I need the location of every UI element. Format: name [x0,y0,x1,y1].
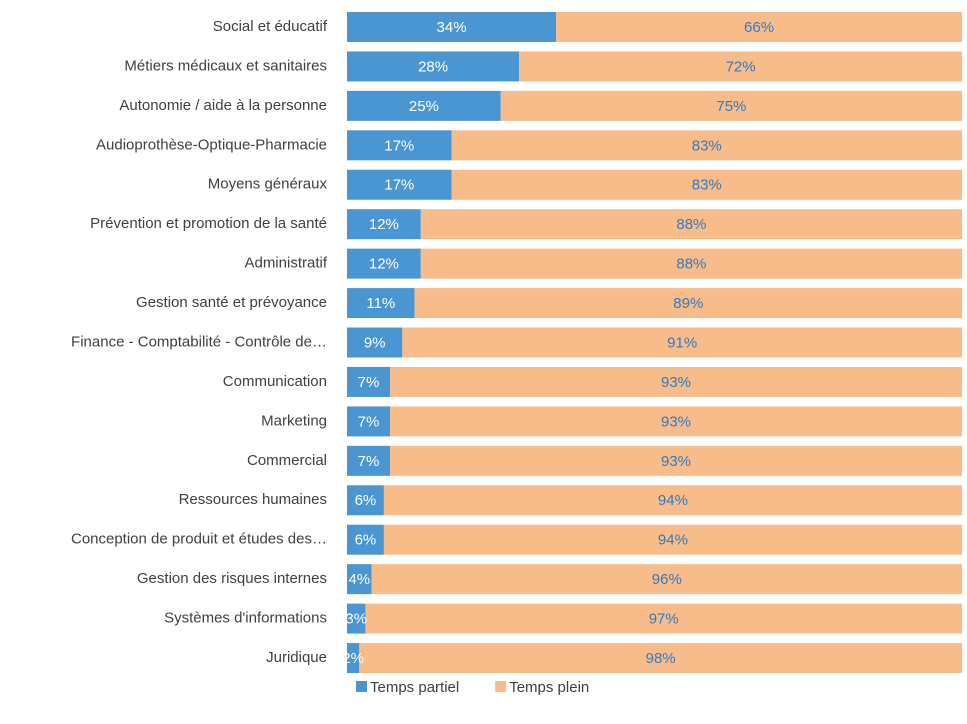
bar-segment [420,248,962,279]
value-label: 94% [658,492,688,509]
value-label: 9% [364,334,386,351]
bar-segment [347,564,372,595]
legend-swatch [495,681,507,692]
value-label: 6% [355,532,377,549]
category-label: Gestion santé et prévoyance [136,294,327,311]
value-label: 93% [661,453,691,470]
category-label: Prévention et promotion de la santé [90,215,327,232]
category-label: Commercial [247,452,327,469]
bar-segment [347,248,421,279]
value-label: 6% [355,492,377,509]
category-label: Marketing [261,412,327,429]
value-label: 66% [744,19,774,36]
bar-segment [347,524,384,555]
bar-segment [347,643,360,674]
bar-segment [402,327,963,358]
bar-segment [390,366,962,397]
value-label: 83% [692,137,722,154]
bar-segment [347,12,557,42]
value-label: 96% [652,571,682,588]
bar-segment [347,366,391,397]
value-label: 17% [384,177,414,194]
category-label: Ressources humaines [179,491,327,508]
value-label: 91% [667,334,697,351]
value-label: 93% [661,374,691,391]
bar-segment [347,90,501,121]
category-label: Communication [223,373,327,390]
value-label: 7% [358,413,380,430]
bar-segment [556,12,962,42]
bar-segment [451,130,962,161]
bar-segment [383,524,962,555]
value-label: 7% [358,453,380,470]
value-label: 28% [418,58,448,75]
bar-segment [347,406,391,437]
bar-segment [347,485,384,516]
legend-label: Temps plein [509,679,589,696]
category-label: Systèmes d'informations [164,610,327,627]
value-label: 12% [369,216,399,233]
category-label: Moyens généraux [208,176,328,193]
value-label: 72% [726,58,756,75]
value-label: 83% [692,177,722,194]
value-label: 11% [366,295,395,312]
bar-segment [519,51,962,82]
bar-segment [347,169,452,200]
value-label: 4% [348,571,370,588]
category-label: Gestion des risques internes [137,570,327,587]
bar-segment [500,90,962,121]
value-label: 25% [409,98,439,115]
value-label: 94% [658,532,688,549]
value-label: 3% [345,611,367,628]
legend-label: Temps partiel [370,679,459,696]
value-label: 89% [673,295,703,312]
bar-segment [347,445,391,476]
value-label: 2% [342,650,364,667]
bar-segment [347,209,421,240]
value-label: 88% [676,256,706,273]
bar-segment [390,406,962,437]
bar-segment [347,51,520,82]
category-label: Conception de produit et études des… [71,531,327,548]
bar-segment [451,169,962,200]
category-label: Juridique [266,649,327,666]
bar-segment [359,643,962,674]
value-label: 88% [676,216,706,233]
value-label: 75% [716,98,746,115]
bar-segment [390,445,962,476]
bar-segment [414,288,962,319]
bar-segment [365,603,962,634]
value-label: 98% [646,650,676,667]
category-label: Social et éducatif [213,18,328,35]
value-label: 34% [437,19,467,36]
value-label: 17% [384,137,414,154]
bar-segment [347,603,366,634]
bar-segment [347,327,403,358]
bar-segment [347,288,415,319]
legend-swatch [356,681,367,692]
value-label: 7% [358,374,380,391]
category-label: Autonomie / aide à la personne [119,97,327,114]
category-label: Finance - Comptabilité - Contrôle de… [71,333,327,350]
bar-segment [383,485,962,516]
category-label: Métiers médicaux et sanitaires [124,57,327,74]
category-label: Audioprothèse-Optique-Pharmacie [96,136,327,153]
value-label: 93% [661,413,691,430]
bar-segment [371,564,963,595]
value-label: 12% [369,256,399,273]
bar-segment [420,209,962,240]
category-label: Administratif [244,255,327,272]
bar-segment [347,130,452,161]
value-label: 97% [649,611,679,628]
